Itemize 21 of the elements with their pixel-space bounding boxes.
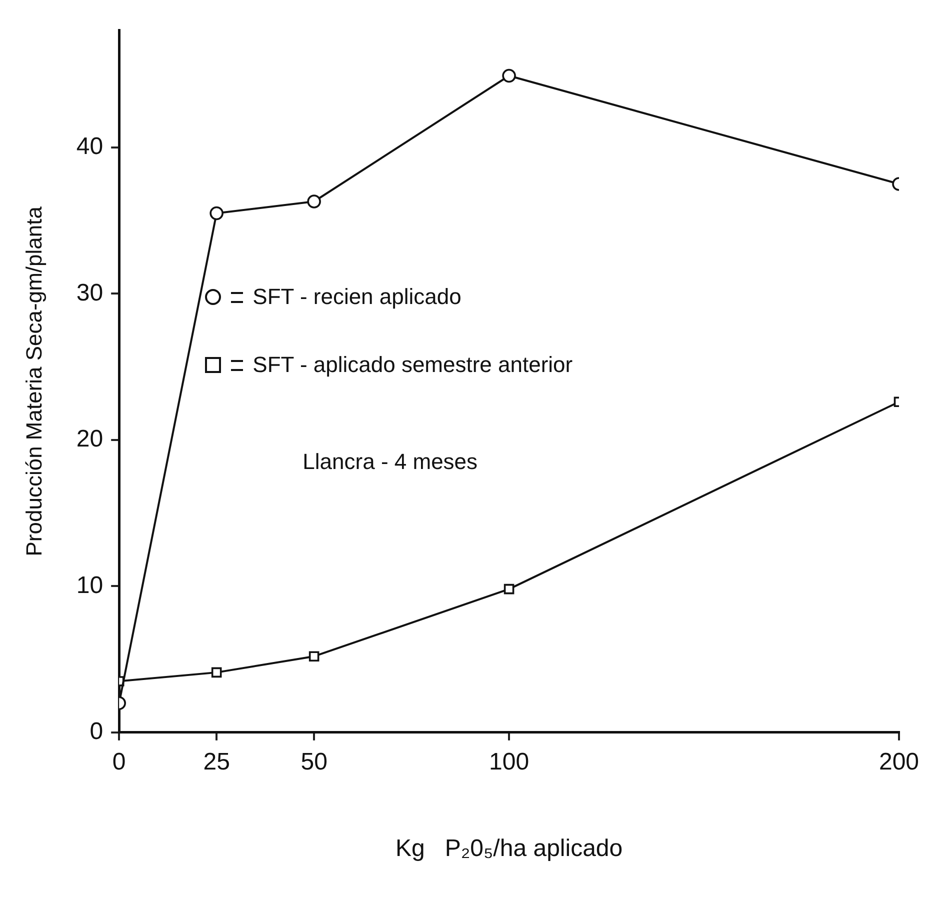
- point: [502, 68, 516, 83]
- point: [211, 667, 222, 678]
- y-axis-title: Producción Materia Seca-gm/planta: [21, 206, 46, 556]
- y-tick-label: 40: [76, 133, 104, 160]
- x-tick-label: 100: [489, 748, 530, 776]
- x-tick-label: 25: [203, 748, 230, 776]
- point: [210, 206, 224, 220]
- y-tick-label: 0: [90, 718, 104, 746]
- y-tick-label: 20: [76, 426, 104, 453]
- point: [504, 584, 514, 594]
- point: [307, 194, 321, 208]
- legend-label: SFT - aplicado semestre anterior: [252, 352, 573, 378]
- x-axis-title: Kg P₂0₅/ha aplicado: [395, 835, 623, 862]
- y-tick-label: 30: [76, 279, 104, 306]
- annotation: Llancra - 4 meses: [302, 449, 478, 474]
- legend-label: SFT - recien aplicado: [252, 284, 462, 310]
- x-tick-label: 200: [878, 748, 920, 776]
- x-tick-label: 0: [112, 748, 126, 776]
- point: [308, 651, 320, 662]
- y-tick-label: 10: [76, 572, 104, 599]
- x-tick-label: 50: [300, 748, 328, 776]
